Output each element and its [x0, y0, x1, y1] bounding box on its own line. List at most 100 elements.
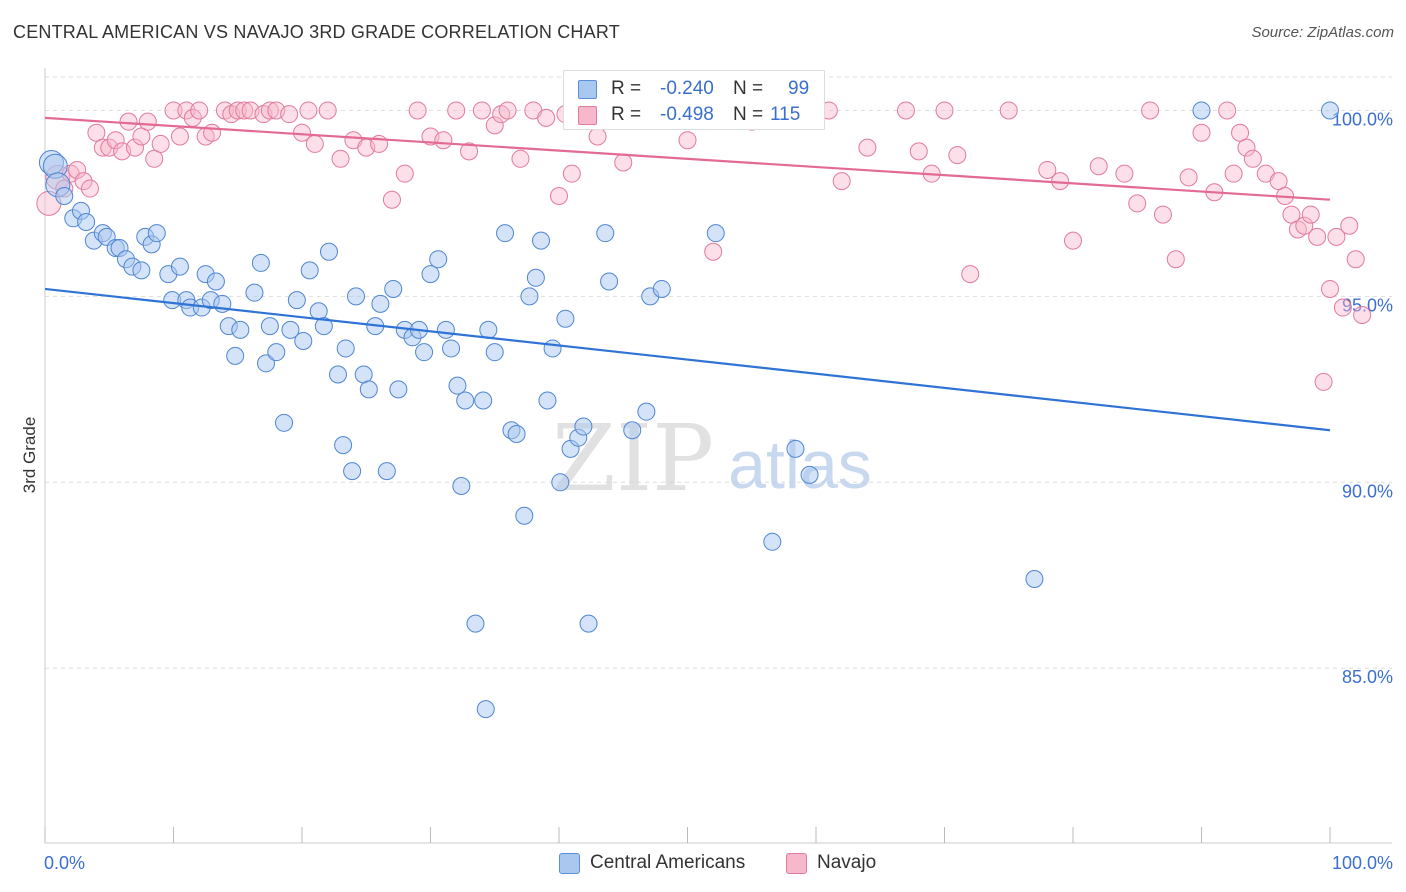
- navajo-point: [485, 116, 504, 135]
- central-point: [300, 261, 319, 280]
- navajo-point: [1128, 194, 1147, 213]
- central-point: [343, 462, 362, 481]
- navajo-point: [1179, 168, 1198, 187]
- central-point: [476, 700, 495, 719]
- central-point: [436, 320, 455, 339]
- navajo-point: [228, 101, 247, 120]
- navajo-trend-line: [44, 116, 1331, 201]
- navajo-point: [331, 149, 350, 168]
- central-point: [485, 343, 504, 362]
- navajo-point: [1340, 216, 1359, 235]
- navajo-point: [1301, 205, 1320, 224]
- central-point: [1321, 101, 1339, 120]
- central-point: [206, 272, 225, 291]
- navajo-point: [1115, 164, 1134, 183]
- navajo-point: [1153, 205, 1172, 224]
- navajo-point: [1141, 101, 1160, 120]
- navajo-point: [550, 186, 568, 205]
- navajo-point: [260, 101, 279, 120]
- central-point: [452, 477, 471, 496]
- source-label: Source: ZipAtlas.com: [1251, 24, 1394, 41]
- central-point: [294, 332, 313, 351]
- y-tick-label: 85.0%: [1342, 667, 1393, 687]
- navajo-point: [87, 123, 106, 142]
- central-point: [245, 283, 264, 302]
- navajo-point: [170, 127, 189, 146]
- chart-title: CENTRAL AMERICAN VS NAVAJO 3RD GRADE COR…: [13, 22, 620, 42]
- central-point: [1025, 569, 1044, 588]
- central-point: [257, 354, 276, 373]
- central-point: [763, 532, 782, 551]
- navajo-point: [151, 134, 170, 153]
- navajo-point: [1218, 101, 1237, 120]
- bottom-legend-label-central: Central Americans: [590, 852, 746, 873]
- y-tick-label: 100.0%: [1332, 109, 1393, 129]
- navajo-point: [704, 242, 723, 261]
- central-point: [314, 317, 333, 336]
- central-point: [77, 213, 96, 232]
- bottom-legend-label-navajo: Navajo: [817, 852, 877, 873]
- central-point: [538, 391, 557, 410]
- legend-swatch-central: [578, 80, 597, 99]
- central-point: [371, 294, 390, 313]
- navajo-point: [1308, 227, 1327, 246]
- navajo-point: [132, 127, 151, 146]
- central-point: [170, 257, 189, 276]
- central-point: [389, 380, 408, 399]
- navajo-point: [106, 131, 125, 150]
- x-tick-label: 100.0%: [1332, 853, 1393, 873]
- navajo-point: [948, 146, 967, 165]
- navajo-point: [119, 112, 138, 131]
- navajo-point: [318, 101, 337, 120]
- central-point: [532, 231, 551, 250]
- central-point: [231, 320, 250, 339]
- central-point: [287, 291, 306, 310]
- navajo-point: [498, 101, 517, 120]
- central-point: [574, 417, 593, 436]
- legend-n-value: 99: [788, 78, 810, 99]
- navajo-point: [1038, 160, 1057, 179]
- y-axis-label: 3rd Grade: [20, 417, 39, 494]
- navajo-point: [68, 160, 87, 179]
- navajo-point: [138, 112, 157, 131]
- navajo-point: [614, 153, 633, 172]
- legend-r-label: R =: [611, 104, 642, 125]
- central-point: [226, 346, 245, 365]
- central-point: [800, 465, 819, 484]
- navajo-point: [280, 105, 299, 124]
- central-point: [55, 186, 74, 205]
- navajo-point: [858, 138, 877, 157]
- central-trend-line: [44, 287, 1331, 432]
- central-point: [1192, 101, 1211, 120]
- central-point: [384, 279, 403, 298]
- central-point: [359, 380, 378, 399]
- navajo-point: [1224, 164, 1243, 183]
- navajo-point: [177, 101, 196, 120]
- central-point: [442, 339, 461, 358]
- navajo-point: [1243, 149, 1262, 168]
- navajo-point: [999, 101, 1018, 120]
- navajo-point: [145, 149, 164, 168]
- central-point: [328, 365, 347, 384]
- navajo-point: [588, 127, 607, 146]
- central-point: [496, 224, 515, 243]
- central-point: [275, 413, 294, 432]
- central-point: [147, 224, 166, 243]
- central-point: [579, 614, 598, 633]
- navajo-point: [74, 172, 93, 191]
- navajo-point: [1321, 279, 1339, 298]
- central-point: [319, 242, 338, 261]
- navajo-point: [447, 101, 466, 120]
- navajo-point: [1282, 205, 1301, 224]
- central-point: [334, 436, 353, 455]
- navajo-point: [1346, 250, 1365, 269]
- navajo-point: [164, 101, 183, 120]
- central-point: [267, 343, 286, 362]
- navajo-point: [299, 101, 318, 120]
- central-point: [429, 250, 448, 269]
- y-tick-label: 90.0%: [1342, 481, 1393, 501]
- central-point: [556, 309, 575, 328]
- central-point: [596, 224, 615, 243]
- central-point: [543, 339, 562, 358]
